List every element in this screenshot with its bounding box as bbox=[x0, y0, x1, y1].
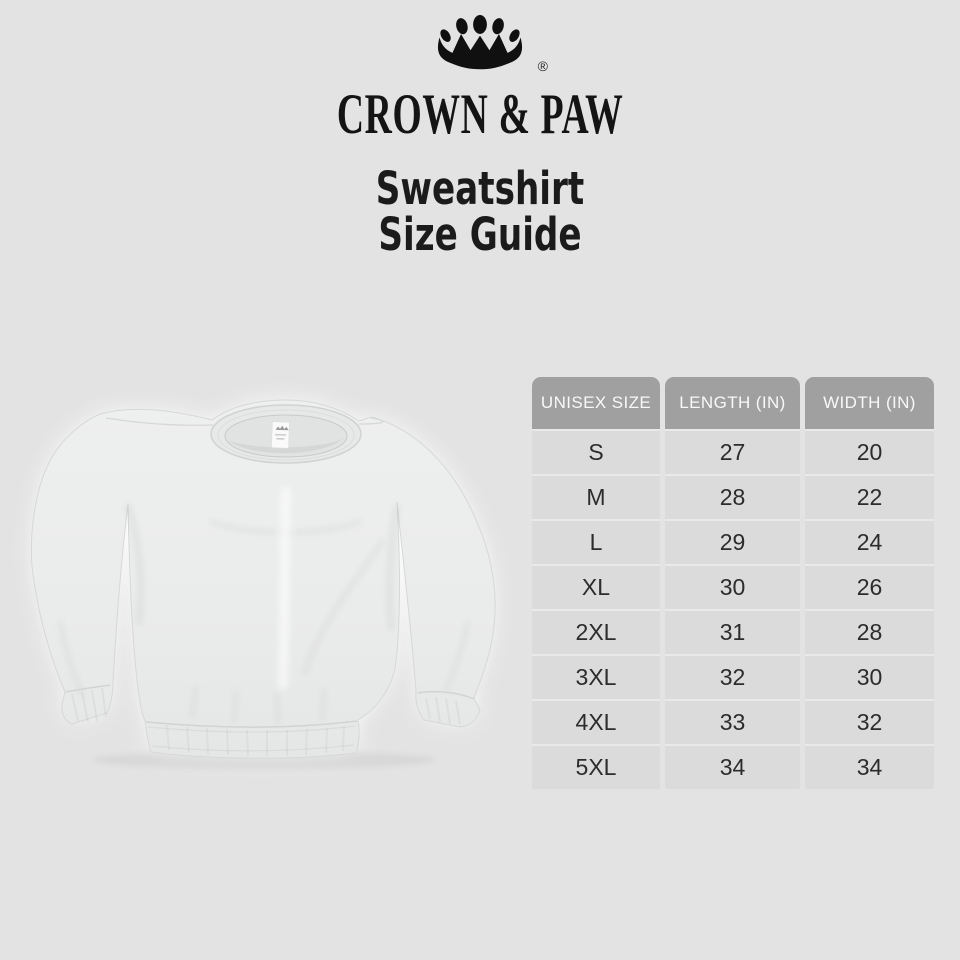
left-cuff bbox=[65, 684, 111, 723]
size-cell: 5XL bbox=[532, 744, 660, 789]
column-unisex-size: UNISEX SIZE S M L XL 2XL 3XL 4XL 5XL bbox=[532, 377, 660, 789]
title-line-1: Sweatshirt bbox=[375, 162, 585, 216]
column-header-unisex-size: UNISEX SIZE bbox=[532, 377, 660, 429]
column-header-length: LENGTH (IN) bbox=[665, 377, 800, 429]
length-cell: 33 bbox=[665, 699, 800, 744]
sweatshirt-product-image bbox=[22, 372, 507, 797]
width-cell: 32 bbox=[805, 699, 934, 744]
size-cell: M bbox=[532, 474, 660, 519]
brand-header: ® CROWN & PAW Sweatshirt Size Guide bbox=[0, 0, 960, 258]
length-cell: 30 bbox=[665, 564, 800, 609]
size-chart-table: UNISEX SIZE S M L XL 2XL 3XL 4XL 5XL LEN… bbox=[532, 377, 934, 789]
width-cell: 24 bbox=[805, 519, 934, 564]
size-cell: 3XL bbox=[532, 654, 660, 699]
registered-trademark: ® bbox=[537, 58, 548, 74]
column-width: WIDTH (IN) 20 22 24 26 28 30 32 34 bbox=[805, 377, 934, 789]
width-cell: 22 bbox=[805, 474, 934, 519]
size-cell: 2XL bbox=[532, 609, 660, 654]
left-shoulder-seam bbox=[105, 417, 214, 426]
size-cell: L bbox=[532, 519, 660, 564]
size-cell: 4XL bbox=[532, 699, 660, 744]
length-cell: 27 bbox=[665, 429, 800, 474]
width-cell: 26 bbox=[805, 564, 934, 609]
fabric-wrinkles bbox=[125, 487, 400, 724]
right-cuff bbox=[417, 690, 475, 725]
brand-logo: ® bbox=[429, 15, 548, 77]
width-cell: 20 bbox=[805, 429, 934, 474]
sweatshirt-ground-shadow bbox=[92, 751, 436, 769]
size-cell: XL bbox=[532, 564, 660, 609]
brand-name: CROWN & PAW bbox=[0, 83, 960, 146]
waistband bbox=[145, 720, 358, 756]
column-length: LENGTH (IN) 27 28 29 30 31 32 33 34 bbox=[665, 377, 800, 789]
column-header-width: WIDTH (IN) bbox=[805, 377, 934, 429]
title-line-2: Size Guide bbox=[378, 208, 582, 262]
length-cell: 29 bbox=[665, 519, 800, 564]
length-cell: 32 bbox=[665, 654, 800, 699]
width-cell: 34 bbox=[805, 744, 934, 789]
page-title: Sweatshirt Size Guide bbox=[0, 166, 960, 258]
brand-name-text: CROWN & PAW bbox=[336, 83, 624, 146]
width-cell: 28 bbox=[805, 609, 934, 654]
length-cell: 34 bbox=[665, 744, 800, 789]
width-cell: 30 bbox=[805, 654, 934, 699]
neck-label-tag bbox=[271, 421, 290, 449]
sweatshirt-body bbox=[30, 399, 496, 759]
crown-paw-logo-icon bbox=[437, 15, 523, 70]
size-cell: S bbox=[532, 429, 660, 474]
sweatshirt-illustration bbox=[30, 399, 496, 769]
length-cell: 28 bbox=[665, 474, 800, 519]
right-shoulder-seam bbox=[358, 417, 384, 425]
tag-crown-icon bbox=[275, 425, 289, 431]
length-cell: 31 bbox=[665, 609, 800, 654]
